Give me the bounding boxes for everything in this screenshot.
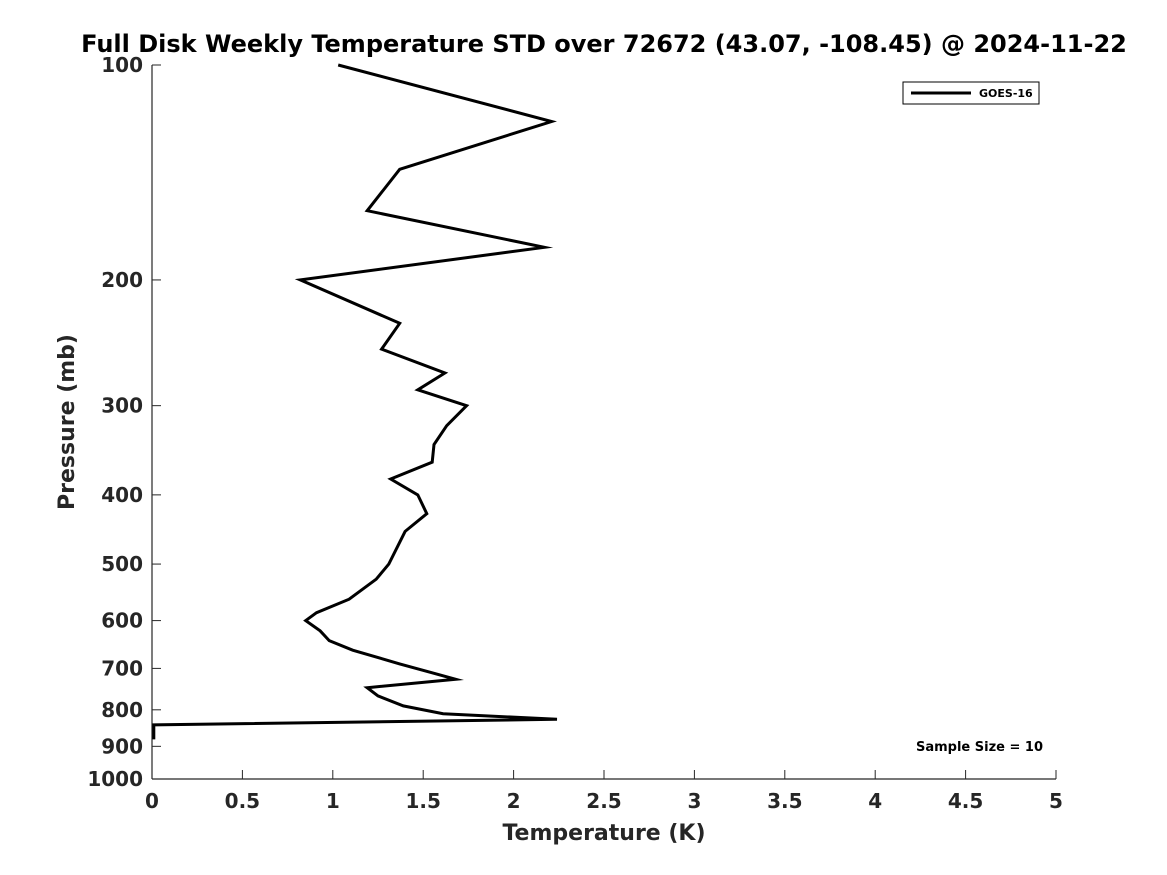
x-tick-label: 4 bbox=[868, 789, 882, 813]
x-tick-label: 0 bbox=[145, 789, 159, 813]
series-layer bbox=[152, 63, 558, 740]
x-tick-label: 1.5 bbox=[405, 789, 440, 813]
x-tick-label: 5 bbox=[1049, 789, 1063, 813]
legend-label: GOES-16 bbox=[979, 87, 1033, 100]
y-tick-label: 700 bbox=[101, 656, 143, 680]
x-tick-label: 2 bbox=[507, 789, 521, 813]
x-tick-label: 2.5 bbox=[586, 789, 621, 813]
y-axis-label: Pressure (mb) bbox=[55, 334, 80, 510]
x-tick-label: 1 bbox=[326, 789, 340, 813]
y-tick-label: 1000 bbox=[87, 767, 143, 791]
legend: GOES-16 bbox=[902, 81, 1040, 105]
y-tick-label: 300 bbox=[101, 394, 143, 418]
x-tick-label: 0.5 bbox=[225, 789, 260, 813]
axes: 0 0.5 1 1.5 2 2.5 3 3.5 4 4.5 5 100 200 300 400 500 600 7… bbox=[87, 53, 1063, 813]
y-tick-label: 900 bbox=[101, 734, 143, 758]
y-tick-label: 500 bbox=[101, 552, 143, 576]
y-tick-label: 400 bbox=[101, 483, 143, 507]
y-tick-label: 100 bbox=[101, 53, 143, 77]
x-tick-label: 3.5 bbox=[767, 789, 802, 813]
plot-area bbox=[152, 65, 1056, 779]
y-tick-label: 200 bbox=[101, 268, 143, 292]
x-tick-label: 4.5 bbox=[948, 789, 983, 813]
chart-title: Full Disk Weekly Temperature STD over 72… bbox=[81, 30, 1127, 58]
sample-size-annotation: Sample Size = 10 bbox=[916, 740, 1043, 755]
x-tick-label: 3 bbox=[687, 789, 701, 813]
x-axis-label: Temperature (K) bbox=[502, 821, 705, 846]
series-line-goes-16 bbox=[152, 63, 558, 740]
y-tick-label: 600 bbox=[101, 609, 143, 633]
y-tick-label: 800 bbox=[101, 698, 143, 722]
